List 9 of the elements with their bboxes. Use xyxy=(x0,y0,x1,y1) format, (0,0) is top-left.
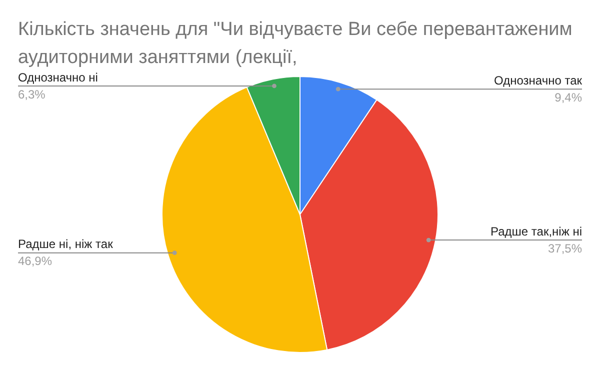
slice-label: Однозначно ні xyxy=(18,70,98,84)
slice-label: Радше так,ніж ні xyxy=(490,224,582,238)
chart-title: Кількість значень для "Чи відчуваєте Ви себе перевантаженим аудиторними заняттями (лекції, xyxy=(18,18,574,70)
data-label: 46,9% xyxy=(18,254,52,268)
slice-label: Однозначно так xyxy=(494,73,583,88)
slice-label: Радше ні, ніж так xyxy=(18,237,114,252)
data-label: 37,5% xyxy=(548,241,582,256)
data-label: 9,4% xyxy=(554,90,582,104)
data-label: 6,3% xyxy=(18,87,46,102)
